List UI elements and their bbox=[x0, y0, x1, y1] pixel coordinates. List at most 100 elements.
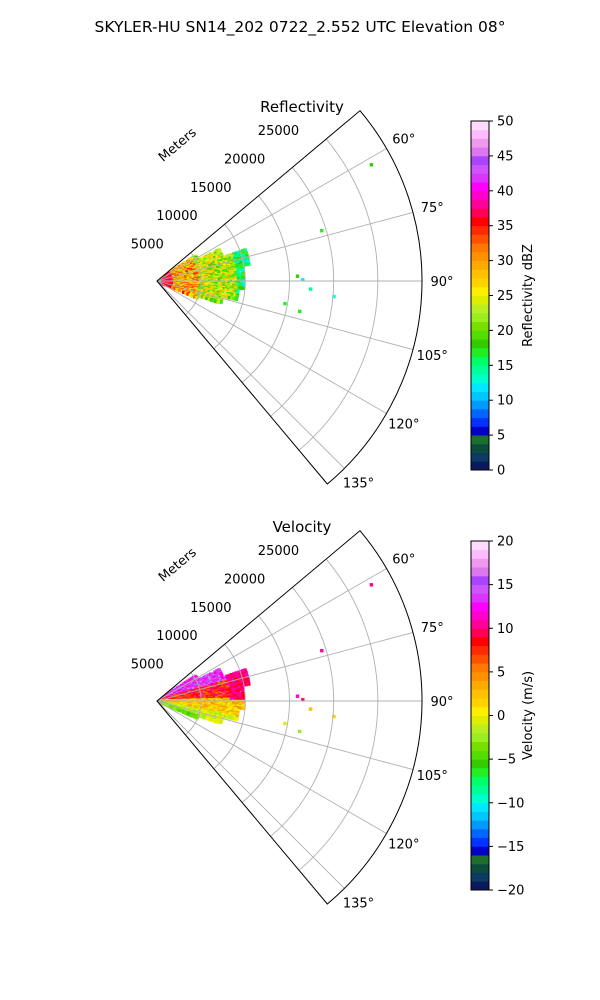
echo-gate bbox=[212, 261, 216, 265]
echo-gate bbox=[234, 262, 239, 266]
colorbar-swatch bbox=[471, 260, 489, 270]
colorbar-swatch bbox=[471, 347, 489, 357]
azimuth-tick-label: 135° bbox=[343, 897, 374, 912]
echo-gate bbox=[239, 699, 243, 704]
colorbar-swatch bbox=[471, 374, 489, 384]
echo-gate bbox=[369, 583, 374, 587]
colorbar-swatch bbox=[471, 671, 489, 682]
echo-gate bbox=[215, 250, 220, 254]
echo-gate bbox=[177, 288, 181, 293]
echo-gate bbox=[221, 293, 225, 297]
echo-gate bbox=[228, 677, 233, 681]
colorbar-swatch bbox=[471, 278, 489, 288]
echo-gate bbox=[227, 716, 232, 720]
echo-gate bbox=[234, 717, 239, 721]
azimuth-tick-label: 105° bbox=[417, 349, 448, 364]
echo-gate bbox=[214, 260, 219, 264]
echo-gate bbox=[193, 295, 197, 299]
echo-gate bbox=[194, 712, 198, 716]
echo-gate bbox=[222, 707, 226, 711]
echo-gate bbox=[184, 291, 188, 295]
colorbar-swatch bbox=[471, 129, 489, 139]
colorbar-tick-label: −20 bbox=[497, 884, 524, 899]
colorbar-tick-label: 5 bbox=[497, 429, 505, 444]
colorbar-swatch bbox=[471, 698, 489, 708]
colorbar-swatch bbox=[471, 872, 489, 882]
echo-gate bbox=[166, 284, 170, 288]
echo-gate bbox=[232, 717, 236, 721]
colorbar-swatch bbox=[471, 190, 489, 200]
colorbar-tick-label: 25 bbox=[497, 289, 514, 304]
colorbar-tick-label: −5 bbox=[497, 753, 516, 768]
colorbar-tick-label: 45 bbox=[497, 149, 514, 164]
range-tick-label: 10000 bbox=[156, 209, 197, 224]
colorbar-swatch bbox=[471, 549, 489, 559]
echo-gate bbox=[162, 702, 166, 706]
echo-gate bbox=[224, 701, 229, 706]
range-tick-label: 15000 bbox=[190, 601, 231, 616]
echo-gate bbox=[214, 299, 218, 304]
echo-gate bbox=[241, 249, 245, 253]
colorbar-swatch bbox=[471, 225, 489, 235]
colorbar-swatch bbox=[471, 837, 489, 847]
panel-title: Velocity bbox=[273, 518, 332, 536]
azimuth-tick-label: 135° bbox=[343, 477, 374, 492]
colorbar-swatch bbox=[471, 461, 489, 471]
echo-gate bbox=[236, 286, 240, 290]
echo-gate bbox=[298, 729, 302, 734]
colorbar-swatch bbox=[471, 602, 489, 612]
echo-gate bbox=[239, 279, 243, 284]
azimuth-gridline bbox=[156, 700, 345, 889]
echo-gate bbox=[212, 719, 216, 723]
colorbar-swatch bbox=[471, 356, 489, 366]
echo-gate bbox=[214, 692, 219, 696]
echo-gate bbox=[238, 286, 243, 290]
colorbar-swatch bbox=[471, 382, 489, 392]
echo-gate bbox=[168, 705, 173, 709]
range-ring bbox=[270, 167, 335, 417]
echo-gate bbox=[160, 701, 164, 705]
colorbar-tick-label: 15 bbox=[497, 578, 514, 593]
colorbar-swatch bbox=[471, 645, 489, 655]
echo-gate bbox=[301, 698, 305, 702]
echo-gate bbox=[222, 278, 226, 283]
echo-gate bbox=[223, 711, 228, 716]
echo-gate bbox=[223, 294, 227, 299]
echo-gate bbox=[240, 263, 244, 268]
azimuth-tick-label: 60° bbox=[392, 133, 415, 148]
colorbar-swatch bbox=[471, 138, 489, 148]
echo-gate bbox=[173, 286, 177, 291]
azimuth-tick-label: 120° bbox=[388, 838, 419, 853]
echo-gate bbox=[216, 300, 220, 305]
echo-gate bbox=[229, 272, 233, 277]
echo-gate bbox=[220, 276, 224, 281]
echo-gate bbox=[177, 708, 181, 713]
echo-gate bbox=[214, 680, 219, 684]
azimuth-gridline bbox=[156, 280, 345, 469]
echo-gate bbox=[232, 297, 236, 301]
echo-gate bbox=[219, 283, 224, 288]
echo-gate bbox=[222, 287, 226, 291]
colorbar-swatch bbox=[471, 286, 489, 296]
echo-gate bbox=[283, 721, 287, 726]
echo-gate bbox=[223, 714, 227, 719]
panel-velocity: Velocity 5000 10000 15000 20000 25000 Meters 60… bbox=[131, 518, 536, 912]
colorbar-swatch bbox=[471, 365, 489, 375]
echo-gate bbox=[219, 694, 224, 699]
echo-gate bbox=[231, 709, 235, 713]
colorbar-swatch bbox=[471, 312, 489, 323]
echo-gate bbox=[219, 268, 223, 272]
echo-gate bbox=[213, 675, 217, 680]
echo-gate bbox=[212, 703, 217, 707]
colorbar-swatch bbox=[471, 759, 489, 769]
echo-gate bbox=[212, 299, 216, 303]
echo-gate bbox=[241, 286, 245, 290]
echo-gate bbox=[217, 692, 221, 697]
colorbar-swatch bbox=[471, 339, 489, 349]
echo-gate bbox=[225, 295, 229, 299]
azimuth-tick-label: 105° bbox=[417, 769, 448, 784]
echo-gate bbox=[308, 287, 313, 291]
echo-gate bbox=[244, 682, 249, 687]
echo-gate bbox=[205, 296, 209, 301]
echo-gate bbox=[217, 283, 221, 287]
